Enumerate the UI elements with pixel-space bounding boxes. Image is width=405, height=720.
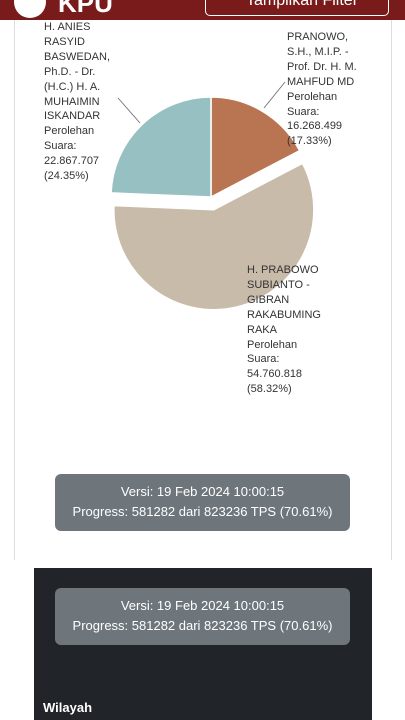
slice-percent: (17.33%): [287, 135, 332, 148]
version-box: Versi: 19 Feb 2024 10:00:15 Progress: 58…: [55, 588, 350, 645]
filter-button[interactable]: Tampilkan Filter: [205, 0, 389, 16]
slice-name: H. PRABOWO SUBIANTO - GIBRAN RAKABUMING …: [247, 264, 321, 336]
slice-label: H. PRABOWO SUBIANTO - GIBRAN RAKABUMING …: [247, 263, 321, 397]
slice-percent: (24.35%): [44, 170, 89, 183]
pie-slice: [210, 96, 301, 199]
vote-count: 22.867.707: [44, 155, 100, 168]
pie-slice: [113, 162, 315, 311]
filter-button-label[interactable]: Tampilkan Filter: [246, 0, 359, 9]
vote-caption: Perolehan Suara:: [287, 90, 338, 118]
vote-count: 54.760.818: [247, 368, 303, 381]
vote-count: 16.268.499: [287, 120, 343, 133]
version-text: Versi: 19 Feb 2024 10:00:15: [120, 598, 285, 613]
pie-slice: [110, 96, 212, 198]
progress-text: Progress: 581282 dari 823236 TPS (70.61%…: [72, 504, 333, 519]
slice-label: PRANOWO, S.H., M.I.P. - Prof. Dr. H. M. …: [287, 30, 357, 149]
section-title: Wilayah: [43, 700, 93, 715]
header: KPU Tampilkan Filter: [0, 0, 405, 20]
progress-text: Progress: 581282 dari 823236 TPS (70.61%…: [72, 618, 333, 633]
slice-label: H. ANIES RASYID BASWEDAN, Ph.D. - Dr. (H…: [44, 20, 110, 184]
leader-line: [263, 81, 286, 109]
slice-name: PRANOWO, S.H., M.I.P. - Prof. Dr. H. M. …: [287, 31, 357, 88]
pie-chart: [110, 81, 315, 311]
slice-percent: (58.32%): [247, 383, 292, 396]
logo: [14, 0, 46, 18]
version-box: Versi: 19 Feb 2024 10:00:15 Progress: 58…: [55, 474, 350, 531]
card: [14, 0, 392, 560]
brand: KPU: [58, 0, 113, 18]
leader-line: [117, 97, 141, 124]
version-text: Versi: 19 Feb 2024 10:00:15: [120, 484, 285, 499]
vote-caption: Perolehan Suara:: [247, 338, 298, 366]
slice-name: H. ANIES RASYID BASWEDAN, Ph.D. - Dr. (H…: [44, 21, 111, 123]
vote-caption: Perolehan Suara:: [44, 125, 95, 153]
